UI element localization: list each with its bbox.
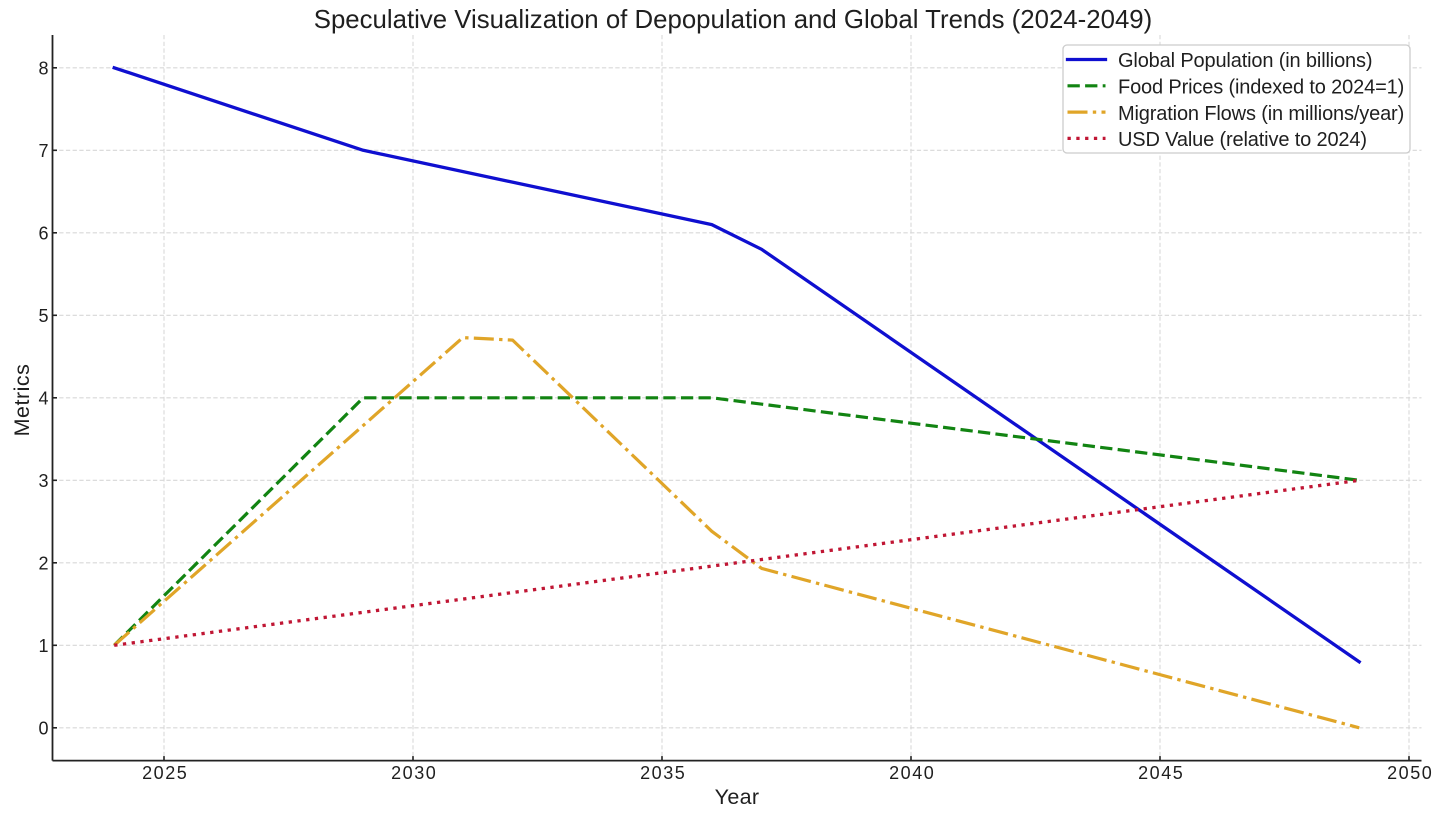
svg-text:Global Population (in billions: Global Population (in billions) xyxy=(1118,50,1372,72)
svg-text:6: 6 xyxy=(38,223,48,243)
svg-text:8: 8 xyxy=(38,58,48,78)
svg-text:2025: 2025 xyxy=(142,763,188,783)
svg-text:2035: 2035 xyxy=(640,763,686,783)
svg-text:1: 1 xyxy=(38,636,48,656)
svg-text:7: 7 xyxy=(38,141,48,161)
svg-text:Metrics: Metrics xyxy=(10,364,34,437)
svg-text:2040: 2040 xyxy=(889,763,935,783)
svg-text:Food Prices (indexed to 2024=1: Food Prices (indexed to 2024=1) xyxy=(1118,77,1404,99)
svg-text:Year: Year xyxy=(715,785,760,809)
svg-text:2030: 2030 xyxy=(391,763,437,783)
svg-text:4: 4 xyxy=(38,388,48,408)
svg-text:2045: 2045 xyxy=(1138,763,1184,783)
svg-text:0: 0 xyxy=(38,718,48,738)
svg-text:Migration Flows (in millions/y: Migration Flows (in millions/year) xyxy=(1118,103,1404,125)
svg-text:2: 2 xyxy=(38,553,48,573)
svg-text:USD Value (relative to 2024): USD Value (relative to 2024) xyxy=(1118,129,1367,151)
svg-text:Speculative Visualization of D: Speculative Visualization of Depopulatio… xyxy=(314,6,1152,34)
svg-text:2050: 2050 xyxy=(1387,763,1433,783)
svg-text:5: 5 xyxy=(38,306,48,326)
svg-text:3: 3 xyxy=(38,471,48,491)
